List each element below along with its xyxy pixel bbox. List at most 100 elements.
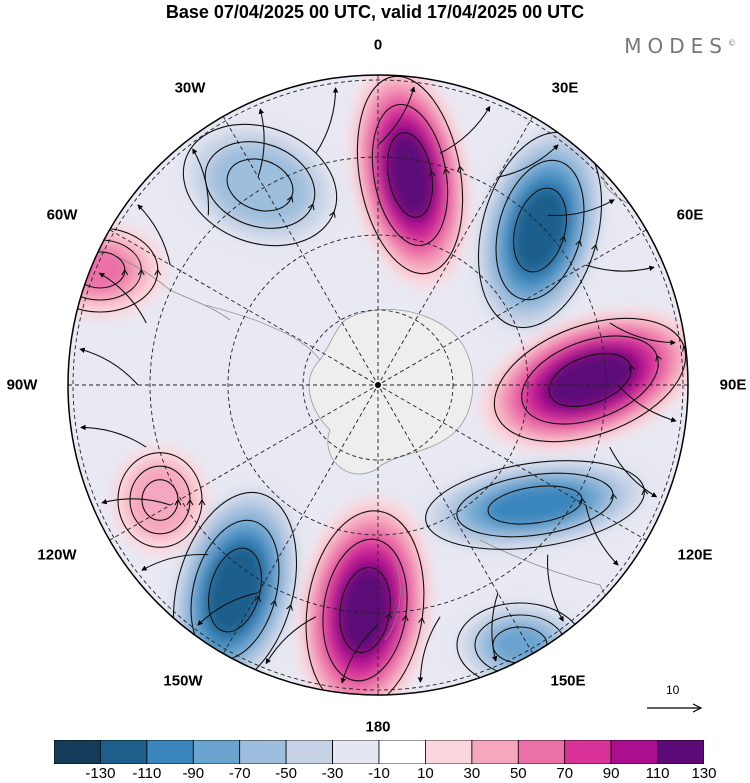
colorbar-tick-label: -130	[85, 765, 116, 782]
colorbar-tick-label: -90	[182, 765, 205, 782]
colorbar-tick-label: 30	[463, 765, 481, 782]
streamline	[137, 204, 171, 266]
lon-label-90e: 90E	[719, 376, 747, 394]
lon-label-60e: 60E	[676, 206, 704, 224]
colorbar-segment	[517, 740, 566, 764]
streamline-arrow	[286, 603, 293, 611]
colorbar-tick-label: 50	[509, 765, 527, 782]
colorbar-segment	[332, 740, 380, 764]
colorbar-segment	[424, 740, 473, 764]
colorbar-tick-label: -10	[368, 765, 390, 782]
colorbar-segment	[657, 740, 704, 764]
anomaly-contour	[125, 461, 195, 539]
lon-label-90w: 90W	[6, 376, 38, 394]
streamline	[80, 424, 147, 448]
lon-label-0: 0	[373, 36, 383, 54]
map-title: Base 07/04/2025 00 UTC, valid 17/04/2025…	[165, 2, 585, 22]
lon-label-150e: 150E	[550, 672, 586, 690]
anomaly-contour	[205, 543, 265, 637]
colorbar-tick-label: 10	[417, 765, 434, 782]
streamline	[192, 148, 210, 216]
lon-label-120e: 120E	[677, 546, 713, 564]
anomaly-contour	[386, 130, 434, 220]
streamline-arrow	[655, 354, 662, 362]
map-disc	[68, 75, 688, 695]
streamline-arrow	[401, 614, 409, 622]
colorbar-segment	[100, 740, 148, 764]
streamline-arrow	[174, 498, 182, 506]
streamline-arrow	[610, 492, 618, 500]
modes-logo: MODES©	[624, 34, 736, 58]
lon-label-120w: 120W	[37, 546, 77, 564]
colorbar-tick-label: 70	[556, 765, 574, 782]
streamline-arrow	[254, 595, 262, 603]
streamline-arrow	[575, 239, 582, 247]
colorbar	[54, 740, 704, 764]
south-pole-marker	[375, 382, 381, 388]
map-boundary	[67, 74, 689, 696]
streamline-arrow	[186, 498, 194, 506]
colorbar-segment	[239, 740, 287, 764]
streamline	[617, 384, 677, 423]
streamline	[609, 322, 676, 346]
streamline	[98, 272, 147, 324]
streamline-arrow	[591, 243, 598, 251]
streamline-arrow	[428, 170, 436, 177]
streamline	[377, 86, 416, 146]
streamline	[79, 347, 139, 386]
streamline	[315, 87, 339, 154]
streamline-arrow	[154, 268, 162, 276]
streamline-arrow	[385, 612, 393, 620]
streamline	[340, 624, 379, 684]
streamline	[439, 105, 491, 154]
streamline	[197, 592, 259, 626]
streamline-arrow	[307, 203, 315, 211]
streamlines	[68, 75, 688, 695]
streamline-arrow	[442, 167, 450, 175]
streamline	[585, 504, 619, 566]
colorbar-tick-label: -70	[228, 765, 251, 782]
streamline-arrow	[628, 364, 636, 372]
colorbar-tick-label: -30	[321, 765, 344, 782]
streamline	[497, 144, 559, 178]
streamline	[265, 616, 317, 665]
vector-scale-label: 10	[666, 683, 680, 697]
lon-label-30w: 30W	[174, 79, 206, 97]
colorbar-segment	[54, 740, 101, 764]
streamline	[585, 264, 655, 272]
lon-label-60w: 60W	[46, 206, 78, 224]
streamline-arrow	[579, 497, 586, 505]
lon-label-180: 180	[365, 718, 391, 736]
streamline-arrow	[286, 195, 294, 203]
colorbar-tick-label: 110	[645, 765, 670, 782]
colorbar-tick-label: -50	[275, 765, 297, 782]
colorbar-segment	[610, 740, 658, 764]
anomaly-contour	[485, 484, 585, 526]
streamline	[417, 616, 441, 683]
colorbar-segment	[471, 740, 519, 764]
streamline	[609, 446, 658, 498]
lon-label-150w: 150W	[163, 672, 203, 690]
streamline-arrow	[641, 488, 649, 496]
streamline-arrow	[270, 599, 277, 607]
streamline	[257, 108, 265, 178]
colorbar-segment	[378, 740, 426, 764]
streamline-arrow	[198, 498, 206, 506]
vector-scale-arrow	[647, 703, 703, 713]
colorbar-segment	[564, 740, 612, 764]
streamline	[547, 199, 615, 217]
colorbar-tick-label: 90	[602, 765, 620, 782]
streamline	[491, 592, 499, 662]
streamline	[141, 553, 209, 571]
anomaly-contour	[490, 625, 550, 665]
streamline-arrow	[561, 643, 569, 651]
streamline-arrow	[418, 616, 425, 624]
colorbar-tick-label: -110	[132, 765, 162, 782]
colorbar-segment	[146, 740, 194, 764]
colorbar-segment	[285, 740, 333, 764]
streamline	[101, 498, 171, 506]
modes-logo-text: MODES	[624, 34, 728, 58]
colorbar-tick-label: 130	[691, 765, 717, 782]
streamline-arrow	[137, 268, 145, 276]
